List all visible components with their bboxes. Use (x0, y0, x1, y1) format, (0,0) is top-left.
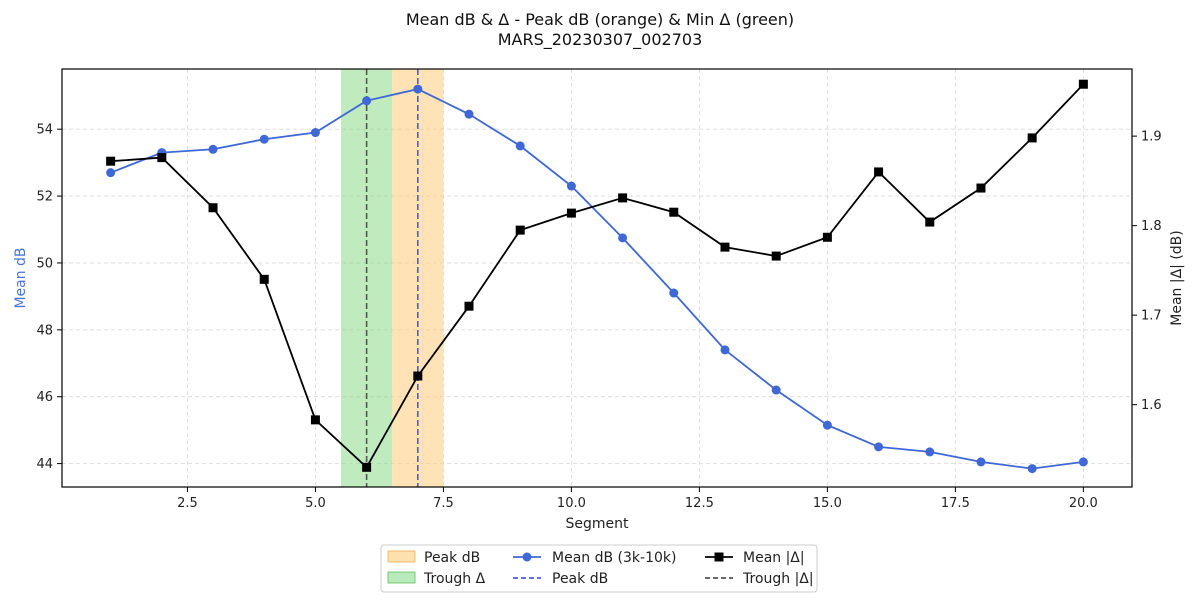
mean-delta-point (771, 251, 781, 261)
y-left-tick-label: 52 (36, 190, 53, 205)
mean-db-point (925, 447, 935, 457)
chart-title: Mean dB & Δ - Peak dB (orange) & Min Δ (… (406, 10, 794, 29)
legend-label-trough-line: Trough |Δ| (742, 571, 814, 587)
mean-db-point (874, 442, 884, 452)
legend-label-peak-band: Peak dB (424, 550, 480, 566)
mean-db-point (822, 420, 832, 430)
mean-db-point (362, 96, 372, 106)
x-tick-label: 17.5 (941, 496, 970, 511)
mean-db-point (259, 134, 269, 144)
y-right-axis-label: Mean |Δ| (dB) (1169, 230, 1185, 325)
mean-delta-point (208, 203, 218, 213)
mean-db-point (464, 109, 474, 119)
legend-label-mean-db: Mean dB (3k-10k) (552, 550, 676, 566)
mean-db-point (310, 128, 320, 138)
mean-db-point (720, 345, 730, 355)
mean-db-point (106, 168, 116, 178)
plot-frame (61, 68, 1133, 488)
mean-delta-line (110, 83, 1085, 469)
x-axis-ticks: 2.5 5.0 7.5 10.0 12.5 15.0 17.5 20.0 (177, 487, 1098, 511)
mean-delta-point (310, 415, 320, 425)
mean-delta-point (259, 274, 269, 284)
y-left-tick-label: 50 (36, 256, 53, 271)
mean-db-point (413, 84, 423, 94)
y-right-tick-label: 1.8 (1141, 219, 1162, 234)
mean-db-point (618, 233, 628, 243)
x-tick-label: 15.0 (813, 496, 842, 511)
mean-delta-point (618, 193, 628, 203)
legend-swatch-peak-band (387, 550, 416, 563)
y-left-axis-ticks: 44 46 48 50 52 54 (36, 123, 62, 472)
mean-delta-point (106, 156, 116, 166)
mean-delta-point (515, 225, 525, 235)
mean-db-point (208, 144, 218, 154)
legend: Peak dB Trough Δ Mean dB (3k-10k) Peak d… (380, 544, 818, 593)
mean-delta-point (874, 167, 884, 177)
mean-db-point (1078, 457, 1088, 467)
mean-db-line (110, 88, 1084, 470)
y-right-tick-label: 1.6 (1141, 398, 1162, 413)
legend-label-mean-delta: Mean |Δ| (743, 550, 805, 566)
mean-delta-point (1078, 79, 1088, 89)
mean-delta-point (822, 232, 832, 242)
mean-db-point (771, 385, 781, 395)
mean-delta-point (669, 207, 679, 217)
mean-delta-point (925, 217, 935, 227)
mean-db-point (669, 288, 679, 298)
mean-delta-point (157, 153, 167, 163)
mean-delta-point (464, 301, 474, 311)
y-left-tick-label: 48 (36, 323, 53, 338)
mean-delta-point (1027, 133, 1037, 143)
mean-delta-point (413, 371, 423, 381)
mean-delta-point (976, 183, 986, 193)
mean-db-point (976, 457, 986, 467)
mean-db-point (1027, 464, 1037, 474)
y-right-axis-ticks: 1.6 1.7 1.8 1.9 (1132, 130, 1162, 413)
x-tick-label: 2.5 (177, 496, 198, 511)
legend-marker-mean-delta (714, 552, 724, 562)
legend-label-peak-line: Peak dB (552, 571, 608, 587)
x-tick-label: 20.0 (1069, 496, 1098, 511)
grid-lines (62, 69, 1132, 487)
series-layer (106, 79, 1088, 474)
x-tick-label: 10.0 (557, 496, 586, 511)
x-axis-label: Segment (566, 516, 630, 532)
mean-delta-point (720, 242, 730, 252)
legend-marker-mean-db (522, 552, 532, 562)
y-left-tick-label: 44 (36, 457, 53, 472)
mean-db-point (566, 181, 576, 191)
legend-swatch-trough-band (387, 571, 416, 584)
mean-delta-point (362, 462, 372, 472)
y-left-tick-label: 46 (36, 390, 53, 405)
marker-vlines (365, 69, 419, 487)
y-left-axis-label: Mean dB (13, 247, 29, 308)
y-right-tick-label: 1.9 (1141, 130, 1162, 145)
mean-delta-point (566, 208, 576, 218)
chart-subtitle: MARS_20230307_002703 (498, 30, 703, 50)
x-tick-label: 7.5 (433, 496, 454, 511)
x-tick-label: 12.5 (685, 496, 714, 511)
highlight-bands (341, 69, 444, 487)
y-left-tick-label: 54 (36, 123, 53, 138)
y-right-tick-label: 1.7 (1141, 309, 1162, 324)
x-tick-label: 5.0 (305, 496, 326, 511)
legend-label-trough-band: Trough Δ (423, 571, 486, 587)
mean-db-point (515, 141, 525, 151)
